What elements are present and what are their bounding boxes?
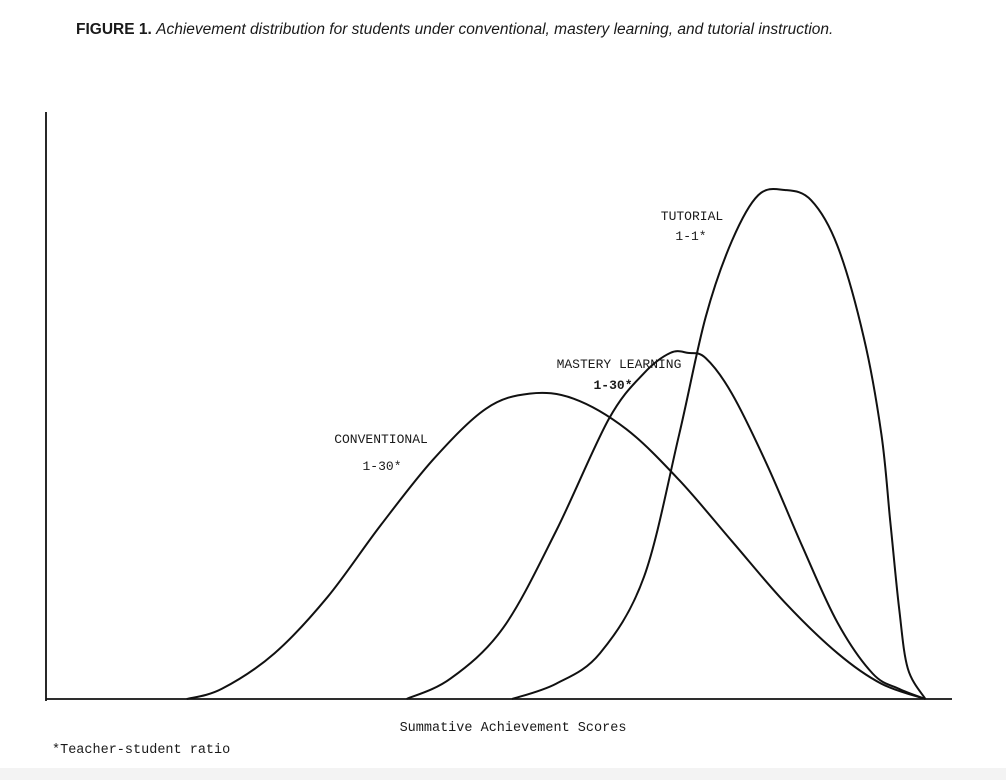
series-ratio-conventional: 1-30* <box>362 459 401 474</box>
series-ratio-tutorial: 1-1* <box>675 229 706 244</box>
x-axis-label: Summative Achievement Scores <box>400 721 627 736</box>
footnote: *Teacher-student ratio <box>52 743 231 758</box>
series-label-tutorial: TUTORIAL <box>661 209 723 224</box>
series-line-mastery-learning <box>406 350 926 700</box>
series-ratio-mastery-learning: 1-30* <box>593 378 632 393</box>
series-line-conventional <box>186 391 926 700</box>
figure-number: FIGURE 1. <box>76 21 152 38</box>
series-label-conventional: CONVENTIONAL <box>334 432 428 447</box>
series-label-mastery-learning: MASTERY LEARNING <box>557 357 682 372</box>
figure-caption-text: Achievement distribution for students un… <box>156 21 834 38</box>
series-curves <box>186 188 927 700</box>
series-line-tutorial <box>511 188 927 700</box>
figure-caption: FIGURE 1. Achievement distribution for s… <box>76 20 946 39</box>
